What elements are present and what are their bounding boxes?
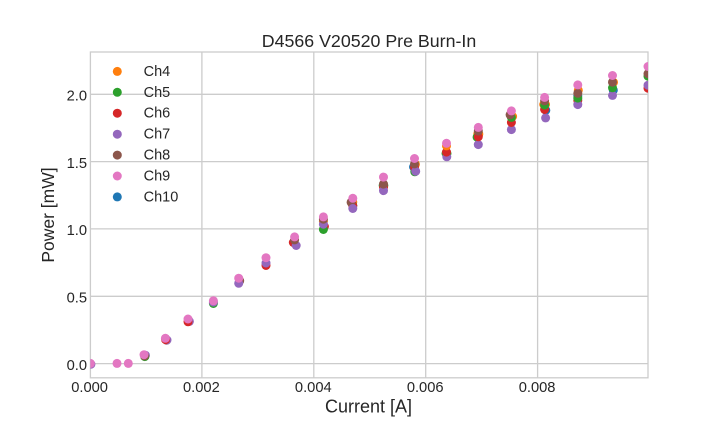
- svg-text:0.008: 0.008: [519, 380, 556, 396]
- svg-text:Current [A]: Current [A]: [325, 397, 412, 417]
- svg-text:Ch10: Ch10: [144, 189, 179, 205]
- svg-text:2.0: 2.0: [67, 89, 87, 105]
- svg-text:Ch6: Ch6: [144, 106, 171, 122]
- svg-text:1.5: 1.5: [67, 156, 87, 172]
- svg-text:D4566 V20520 Pre Burn-In: D4566 V20520 Pre Burn-In: [262, 31, 477, 51]
- svg-text:Ch8: Ch8: [144, 148, 171, 164]
- svg-text:Ch4: Ch4: [144, 64, 171, 80]
- svg-text:0.004: 0.004: [295, 380, 332, 396]
- svg-text:Ch9: Ch9: [144, 169, 171, 185]
- svg-text:0.000: 0.000: [71, 380, 108, 396]
- svg-text:Ch7: Ch7: [144, 127, 171, 143]
- svg-text:0.006: 0.006: [407, 380, 444, 396]
- svg-text:Power [mW]: Power [mW]: [38, 167, 58, 262]
- svg-text:0.5: 0.5: [67, 291, 87, 307]
- svg-text:1.0: 1.0: [67, 223, 87, 239]
- svg-text:Ch5: Ch5: [144, 85, 171, 101]
- svg-text:0.0: 0.0: [67, 358, 87, 374]
- svg-text:0.002: 0.002: [183, 380, 220, 396]
